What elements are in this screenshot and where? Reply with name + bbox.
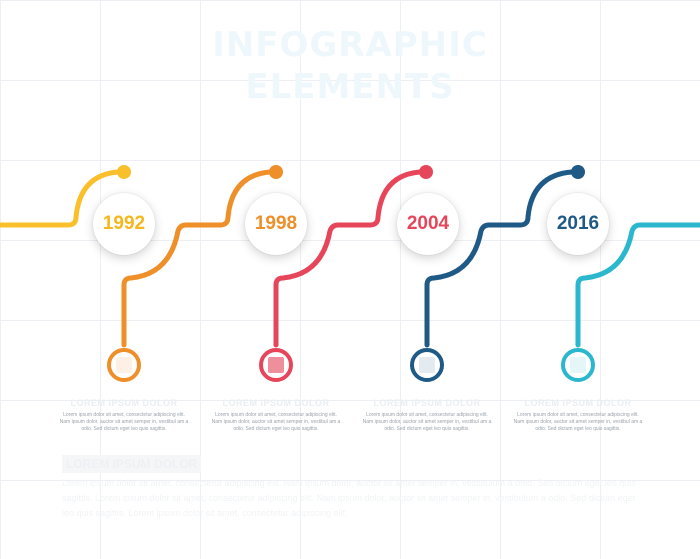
placeholder-icon: [570, 357, 586, 373]
year-circle-2004: 2004: [397, 193, 459, 255]
year-label: 2016: [556, 213, 600, 234]
icon-ring-4: [561, 348, 595, 382]
milestone-title: LOREM IPSUM DOLOR: [524, 398, 632, 408]
milestone-text-3: LOREM IPSUM DOLOR Lorem ipsum dolor sit …: [362, 398, 492, 433]
placeholder-icon: [419, 357, 435, 373]
connector-yellow: [0, 169, 121, 228]
year-circle-1992: 1992: [93, 193, 155, 255]
placeholder-icon: [116, 357, 132, 373]
milestone-text-4: LOREM IPSUM DOLOR Lorem ipsum dolor sit …: [513, 398, 643, 433]
icon-ring-2: [259, 348, 293, 382]
year-circle-2016: 2016: [547, 193, 609, 255]
title-line-2: ELEMENTS: [245, 67, 455, 107]
footer-body: Lorem ipsum dolor sit amet, consectetur …: [62, 478, 636, 518]
milestone-body: Lorem ipsum dolor sit amet, consectetur …: [59, 412, 189, 432]
milestone-text-1: LOREM IPSUM DOLOR Lorem ipsum dolor sit …: [59, 398, 189, 433]
placeholder-icon: [268, 357, 284, 373]
milestone-title: LOREM IPSUM DOLOR: [70, 398, 178, 408]
milestone-body: Lorem ipsum dolor sit amet, consectetur …: [211, 412, 341, 432]
endpoint-dot-orange: [269, 165, 283, 179]
milestone-title: LOREM IPSUM DOLOR: [373, 398, 481, 408]
title-line-1: INFOGRAPHIC: [212, 25, 488, 65]
year-circle-1998: 1998: [245, 193, 307, 255]
endpoint-dot-red: [419, 165, 433, 179]
connector-orange: [121, 169, 273, 348]
milestone-text-2: LOREM IPSUM DOLOR Lorem ipsum dolor sit …: [211, 398, 341, 433]
connector-cyan: [575, 222, 700, 348]
icon-ring-1: [107, 348, 141, 382]
connector-navy: [424, 169, 575, 348]
icon-ring-3: [410, 348, 444, 382]
footer-heading: LOREM IPSUM DOLOR: [62, 455, 202, 473]
milestone-body: Lorem ipsum dolor sit amet, consectetur …: [513, 412, 643, 432]
year-label: 1992: [102, 213, 146, 234]
endpoint-dot-navy: [571, 165, 585, 179]
milestone-title: LOREM IPSUM DOLOR: [222, 398, 330, 408]
endpoint-dot-yellow: [117, 165, 131, 179]
year-label: 2004: [406, 213, 450, 234]
year-label: 1998: [254, 213, 298, 234]
milestone-body: Lorem ipsum dolor sit amet, consectetur …: [362, 412, 492, 432]
connector-red: [273, 169, 423, 348]
